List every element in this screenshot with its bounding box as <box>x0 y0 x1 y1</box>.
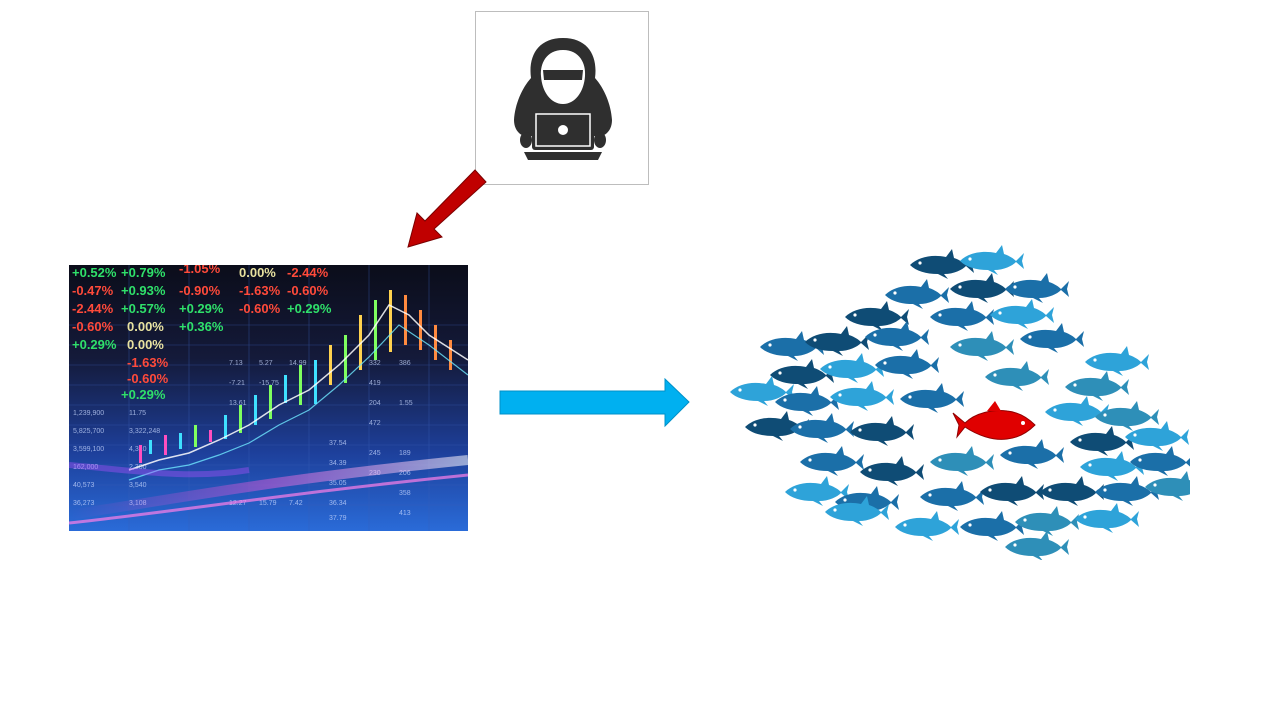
svg-text:1,239,900: 1,239,900 <box>73 410 104 417</box>
svg-text:36,273: 36,273 <box>73 500 95 507</box>
quote-5: -2.44% <box>287 265 329 280</box>
svg-text:245: 245 <box>369 450 381 457</box>
quote-19: +0.29% <box>72 337 117 352</box>
quote-18: +0.36% <box>179 319 224 334</box>
quote-15: +0.29% <box>287 301 332 316</box>
quote-14: -0.60% <box>239 301 281 316</box>
svg-text:5.27: 5.27 <box>259 360 273 367</box>
svg-text:189: 189 <box>399 450 411 457</box>
svg-text:-7.21: -7.21 <box>229 380 245 387</box>
svg-text:358: 358 <box>399 490 411 497</box>
quote-16: -0.60% <box>72 319 114 334</box>
svg-text:37.79: 37.79 <box>329 515 347 522</box>
svg-text:413: 413 <box>399 510 411 517</box>
quote-3: -1.05% <box>179 265 221 276</box>
svg-text:34.39: 34.39 <box>329 460 347 467</box>
shark-fish <box>730 245 1190 560</box>
svg-text:204: 204 <box>369 400 381 407</box>
quote-11: -2.44% <box>72 301 114 316</box>
red-arrow <box>407 169 487 248</box>
svg-text:14.99: 14.99 <box>289 360 307 367</box>
fish-school-graphic <box>730 245 1190 560</box>
svg-text:7.13: 7.13 <box>229 360 243 367</box>
svg-text:472: 472 <box>369 420 381 427</box>
quote-7: +0.93% <box>121 283 166 298</box>
quote-2: +0.79% <box>121 265 166 280</box>
svg-text:162,000: 162,000 <box>73 464 98 471</box>
quote-17: 0.00% <box>127 319 164 334</box>
svg-text:11.75: 11.75 <box>129 410 146 417</box>
svg-text:206: 206 <box>399 470 411 477</box>
quote-6: -0.47% <box>72 283 114 298</box>
stock-chart-graphic: 1,239,900 5,825,700 3,599,100 162,000 40,57… <box>69 265 468 531</box>
quote-12: +0.57% <box>121 301 166 316</box>
quote-10: -0.60% <box>287 283 329 298</box>
svg-text:3,540: 3,540 <box>129 482 147 489</box>
svg-text:3,599,100: 3,599,100 <box>73 446 104 453</box>
quote-1: +0.52% <box>72 265 117 280</box>
svg-text:4,310: 4,310 <box>129 446 147 453</box>
stock-market-image: 1,239,900 5,825,700 3,599,100 162,000 40,57… <box>69 265 468 531</box>
hacker-icon-box <box>475 11 649 185</box>
svg-text:419: 419 <box>369 380 381 387</box>
quote-23: +0.29% <box>121 387 166 402</box>
blue-arrow <box>499 378 690 428</box>
quote-20: 0.00% <box>127 337 164 352</box>
quote-9: -1.63% <box>239 283 281 298</box>
quote-22: -0.60% <box>127 371 169 386</box>
quote-21: -1.63% <box>127 355 169 370</box>
hacker-laptop-icon <box>514 38 612 160</box>
quote-8: -0.90% <box>179 283 221 298</box>
svg-text:5,825,700: 5,825,700 <box>73 428 104 435</box>
svg-text:37.54: 37.54 <box>329 440 347 447</box>
quote-13: +0.29% <box>179 301 224 316</box>
svg-text:-15.75: -15.75 <box>259 380 279 387</box>
svg-text:7.42: 7.42 <box>289 500 303 507</box>
svg-text:40,573: 40,573 <box>73 482 95 489</box>
svg-text:386: 386 <box>399 360 411 367</box>
svg-text:35.05: 35.05 <box>329 480 347 487</box>
svg-text:332: 332 <box>369 360 381 367</box>
svg-text:15.79: 15.79 <box>259 500 277 507</box>
quote-4: 0.00% <box>239 265 276 280</box>
red-fish-icon <box>952 401 1036 440</box>
svg-text:1.55: 1.55 <box>399 400 413 407</box>
svg-text:36.34: 36.34 <box>329 500 347 507</box>
svg-text:13.61: 13.61 <box>229 400 247 407</box>
svg-text:3,322,248: 3,322,248 <box>129 428 160 435</box>
